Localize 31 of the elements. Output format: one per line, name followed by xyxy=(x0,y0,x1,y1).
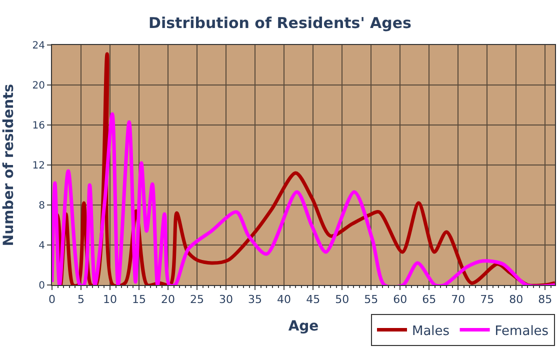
y-tick-label: 8 xyxy=(38,200,45,212)
x-tick-label: 80 xyxy=(509,293,524,306)
x-tick-label: 20 xyxy=(161,293,176,306)
x-tick-label: 70 xyxy=(451,293,466,306)
x-tick-label: 50 xyxy=(335,293,350,306)
chart-title: Distribution of Residents' Ages xyxy=(148,14,412,32)
legend-label: Males xyxy=(412,324,450,339)
x-tick-label: 65 xyxy=(422,293,436,306)
x-tick-label: 35 xyxy=(248,293,262,306)
x-tick-label: 55 xyxy=(364,293,378,306)
y-tick-label: 12 xyxy=(32,160,45,172)
x-tick-label: 15 xyxy=(132,293,146,306)
y-tick-label: 24 xyxy=(32,40,45,52)
x-tick-label: 75 xyxy=(480,293,494,306)
legend-label: Females xyxy=(494,324,549,339)
x-tick-label: 45 xyxy=(306,293,320,306)
y-tick-label: 20 xyxy=(32,80,45,92)
x-tick-label: 30 xyxy=(219,293,234,306)
x-tick-label: 0 xyxy=(48,293,56,306)
y-tick-label: 16 xyxy=(32,120,45,132)
y-tick-label: 0 xyxy=(38,280,45,292)
x-tick-label: 60 xyxy=(393,293,408,306)
line-series xyxy=(52,112,555,285)
x-axis-title: Age xyxy=(288,318,319,334)
x-tick-label: 10 xyxy=(103,293,118,306)
y-tick-label: 4 xyxy=(38,240,45,252)
y-axis-title: Number of residents xyxy=(0,84,17,246)
x-tick-label: 85 xyxy=(538,293,552,306)
x-tick-label: 5 xyxy=(78,293,85,306)
x-tick-label: 40 xyxy=(277,293,292,306)
x-tick-label: 25 xyxy=(190,293,204,306)
